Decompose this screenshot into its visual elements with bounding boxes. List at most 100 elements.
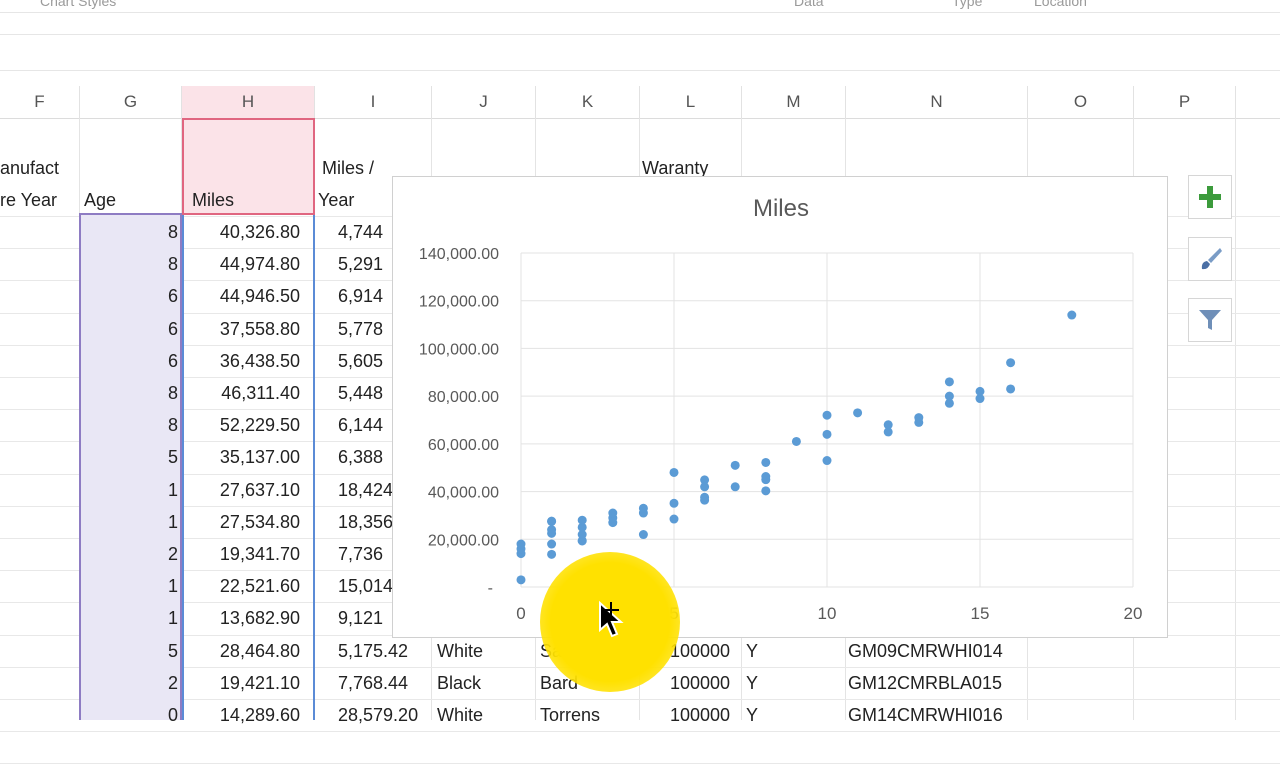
scatter-point[interactable] <box>1006 384 1016 394</box>
vin-cell[interactable]: GM12CMRBLA015 <box>848 672 1003 693</box>
flag-cell[interactable]: Y <box>746 705 759 725</box>
scatter-point[interactable] <box>547 549 557 559</box>
miles-per-year-cell[interactable]: 18,356 <box>338 511 394 532</box>
age-cell[interactable]: 2 <box>167 672 178 693</box>
miles-cell[interactable]: 52,229.50 <box>219 415 300 436</box>
color-cell[interactable]: White <box>437 705 484 725</box>
header-miles-per-year-line1[interactable]: Miles / <box>322 158 375 178</box>
miles-per-year-cell[interactable]: 5,448 <box>338 383 384 403</box>
scatter-point[interactable] <box>577 515 587 525</box>
column-header-n[interactable]: N <box>846 86 1028 118</box>
miles-per-year-cell[interactable]: 6,388 <box>338 447 384 468</box>
flag-cell[interactable]: Y <box>746 672 759 693</box>
miles-per-year-cell[interactable]: 4,744 <box>338 222 384 242</box>
column-header-m[interactable]: M <box>742 86 846 118</box>
scatter-point[interactable] <box>883 427 893 437</box>
scatter-chart[interactable]: Miles - 20,000.00 40,000.00 60,000.00 80,000… <box>392 176 1168 638</box>
scatter-point[interactable] <box>608 508 618 518</box>
header-manufacture-year-line2[interactable]: re Year <box>0 190 58 210</box>
warranty-cell[interactable]: 100000 <box>670 640 731 661</box>
miles-per-year-cell[interactable]: 15,014 <box>338 576 394 597</box>
chart-plot-area[interactable]: -20,000.0040,000.0060,000.0080,000.00100… <box>393 177 1169 639</box>
scatter-point[interactable] <box>761 472 771 482</box>
age-cell[interactable]: 5 <box>167 640 178 661</box>
age-cell[interactable]: 8 <box>167 415 178 436</box>
miles-per-year-cell[interactable]: 18,424 <box>338 479 394 500</box>
warranty-cell[interactable]: 100000 <box>670 672 731 693</box>
age-cell[interactable]: 1 <box>167 608 178 629</box>
miles-cell[interactable]: 14,289.60 <box>219 705 300 725</box>
column-header-h[interactable]: H <box>182 86 315 118</box>
header-miles[interactable]: Miles <box>192 190 235 210</box>
miles-per-year-cell[interactable]: 9,121 <box>338 608 384 629</box>
flag-cell[interactable]: Y <box>746 640 759 661</box>
vin-cell[interactable]: GM14CMRWHI016 <box>848 705 1003 725</box>
column-header-l[interactable]: L <box>640 86 742 118</box>
miles-cell[interactable]: 46,311.40 <box>221 383 300 403</box>
miles-cell[interactable]: 44,974.80 <box>219 254 300 275</box>
scatter-point[interactable] <box>914 413 924 423</box>
header-miles-per-year-line2[interactable]: Year <box>318 190 355 210</box>
chart-title[interactable]: Miles <box>752 195 809 222</box>
miles-cell[interactable]: 44,946.50 <box>219 286 300 307</box>
scatter-point[interactable] <box>700 492 710 502</box>
age-cell[interactable]: 2 <box>167 544 178 564</box>
column-header-j[interactable]: J <box>432 86 536 118</box>
scatter-point[interactable] <box>516 575 526 585</box>
scatter-point[interactable] <box>822 429 832 439</box>
miles-per-year-cell[interactable]: 5,778 <box>338 318 384 339</box>
scatter-point[interactable] <box>577 536 587 546</box>
miles-cell[interactable]: 22,521.60 <box>219 576 300 597</box>
scatter-point[interactable] <box>700 475 710 485</box>
scatter-point[interactable] <box>761 486 771 496</box>
miles-per-year-cell[interactable]: 5,175.42 <box>338 640 409 661</box>
column-header-i[interactable]: I <box>315 86 432 118</box>
chart-filters-button[interactable] <box>1188 298 1232 342</box>
scatter-point[interactable] <box>638 503 648 513</box>
scatter-point[interactable] <box>577 530 587 540</box>
miles-per-year-cell[interactable]: 6,144 <box>338 415 384 436</box>
header-age[interactable]: Age <box>84 190 117 210</box>
scatter-point[interactable] <box>944 398 954 408</box>
chart-styles-button[interactable] <box>1188 237 1232 281</box>
scatter-point[interactable] <box>975 394 985 404</box>
scatter-point[interactable] <box>1067 310 1077 320</box>
miles-cell[interactable]: 36,438.50 <box>219 350 300 371</box>
column-header-g[interactable]: G <box>80 86 182 118</box>
color-cell[interactable]: Black <box>437 672 482 693</box>
age-cell[interactable]: 8 <box>167 254 178 275</box>
scatter-point[interactable] <box>1006 358 1016 368</box>
miles-cell[interactable]: 19,341.70 <box>219 544 300 564</box>
miles-cell[interactable]: 37,558.80 <box>219 318 300 339</box>
scatter-point[interactable] <box>853 408 863 418</box>
color-cell[interactable]: White <box>437 640 484 661</box>
scatter-point[interactable] <box>730 460 740 470</box>
scatter-point[interactable] <box>791 436 801 446</box>
age-cell[interactable]: 6 <box>167 318 178 339</box>
scatter-point[interactable] <box>577 522 587 532</box>
age-cell[interactable]: 1 <box>167 576 178 597</box>
age-cell[interactable]: 1 <box>167 479 178 500</box>
miles-cell[interactable]: 35,137.00 <box>219 447 300 468</box>
miles-cell[interactable]: 27,534.80 <box>219 511 300 532</box>
miles-cell[interactable]: 40,326.80 <box>219 222 300 242</box>
column-header-k[interactable]: K <box>536 86 640 118</box>
scatter-point[interactable] <box>669 514 679 524</box>
chart-elements-button[interactable] <box>1188 175 1232 219</box>
miles-cell[interactable]: 27,637.10 <box>219 479 300 500</box>
scatter-point[interactable] <box>516 539 526 549</box>
scatter-point[interactable] <box>547 539 557 549</box>
miles-per-year-cell[interactable]: 6,914 <box>338 286 384 307</box>
miles-per-year-cell[interactable]: 7,736 <box>338 544 384 564</box>
age-cell[interactable]: 8 <box>167 222 178 242</box>
column-header-f[interactable]: F <box>0 86 80 118</box>
vin-cell[interactable]: GM09CMRWHI014 <box>848 640 1003 661</box>
age-cell[interactable]: 1 <box>167 511 178 532</box>
column-header-o[interactable]: O <box>1028 86 1134 118</box>
scatter-point[interactable] <box>944 391 954 401</box>
scatter-point[interactable] <box>822 456 832 466</box>
name-cell[interactable]: Torrens <box>540 705 601 725</box>
miles-per-year-cell[interactable]: 5,605 <box>338 350 384 371</box>
header-warranty[interactable]: Waranty <box>642 158 709 178</box>
header-manufacture-year-line1[interactable]: anufact <box>0 158 60 178</box>
